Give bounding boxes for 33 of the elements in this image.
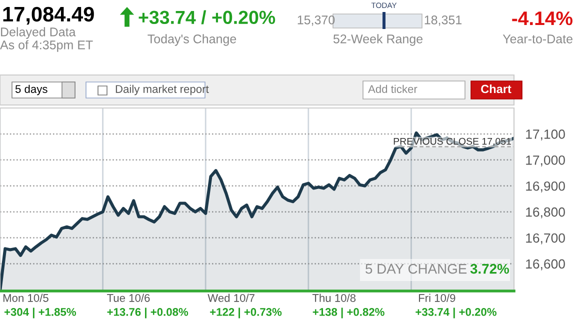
text: 17,084.49 <box>3 6 94 25</box>
text: -4.14% <box>512 12 572 26</box>
x-tick-label: Tue 10/6 <box>107 294 150 302</box>
text: Chart <box>481 84 512 94</box>
text: +33.74 | +0.20% <box>416 308 496 318</box>
text: +13.76 | +0.08% <box>107 308 188 318</box>
text: 15,370 <box>298 16 335 26</box>
text: +122 | +0.73% <box>210 308 282 318</box>
annotation: 5 DAY CHANGE <box>366 264 467 274</box>
y-tick-label: 17,000 <box>526 155 565 166</box>
y-tick-label: 16,700 <box>526 233 565 244</box>
y-tick-label: 16,900 <box>526 181 565 192</box>
x-tick-label: Fri 10/9 <box>418 294 456 302</box>
text: 52-Week Range <box>333 34 422 46</box>
text: 5 days <box>15 84 48 96</box>
ref-line-label: PREVIOUS CLOSE 17,051 <box>394 138 511 146</box>
text: 18,351 <box>424 16 462 26</box>
text: +33.74 / +0.20% <box>138 10 276 24</box>
text: +138 | +0.82% <box>312 308 384 318</box>
text: Delayed Data <box>1 27 76 39</box>
y-tick-label: 17,100 <box>526 130 565 140</box>
text: Today's Change <box>148 34 236 46</box>
text: Year-to-Date <box>502 34 572 44</box>
x-tick-label: Wed 10/7 <box>208 294 254 302</box>
y-tick-label: 16,800 <box>526 207 565 218</box>
text: Add ticker <box>368 84 418 93</box>
text: +304 | +1.85% <box>4 308 76 318</box>
annotation: 3.72% <box>470 264 510 274</box>
x-tick-label: Mon 10/5 <box>3 294 48 302</box>
x-tick-label: Thu 10/8 <box>312 294 356 302</box>
text: As of 4:35pm ET <box>0 40 93 52</box>
text: Daily market report <box>116 84 209 96</box>
y-tick-label: 16,600 <box>526 259 565 270</box>
